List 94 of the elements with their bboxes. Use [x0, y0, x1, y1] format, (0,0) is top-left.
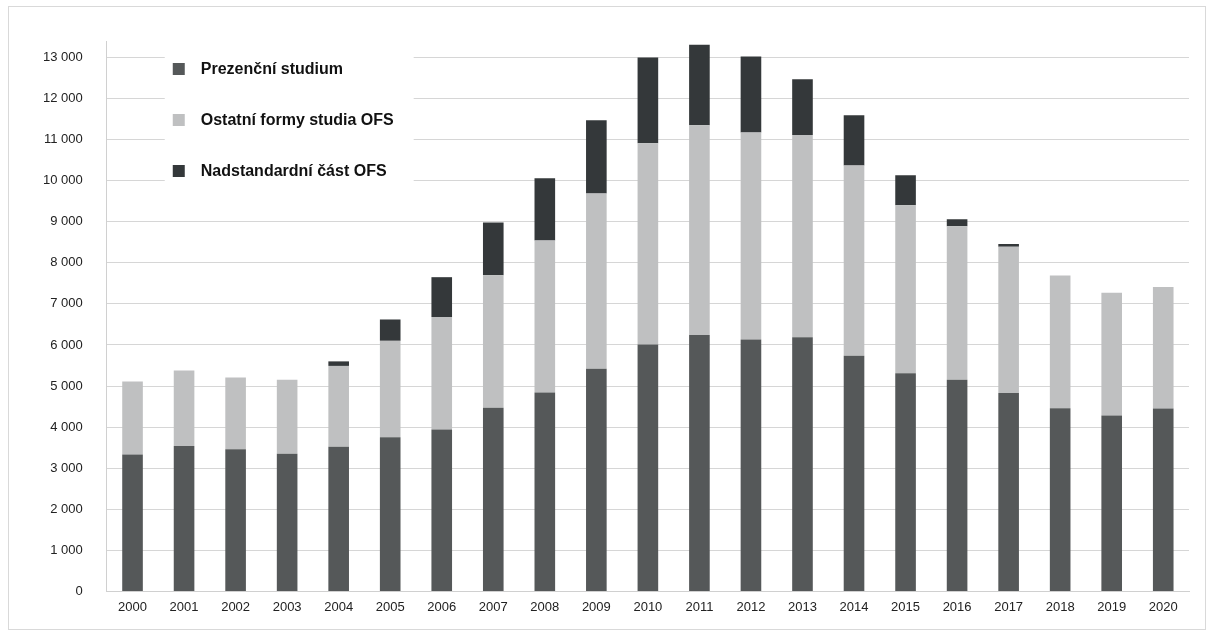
bar — [1049, 408, 1071, 591]
x-tick-label: 2007 — [478, 598, 508, 614]
bar — [276, 453, 298, 591]
bar — [122, 381, 143, 455]
x-tick-label: 2012 — [736, 598, 766, 614]
bar — [1152, 408, 1174, 591]
y-tick-label: 12 000 — [43, 90, 83, 106]
bar — [895, 175, 916, 206]
legend-label: Prezenční studium — [200, 60, 344, 78]
y-tick-label: 3 000 — [50, 459, 83, 475]
x-tick-label: 2001 — [169, 598, 199, 614]
x-tick-label: 2011 — [685, 598, 714, 614]
x-tick-label: 2000 — [118, 598, 147, 614]
y-tick-label: 5 000 — [50, 377, 83, 393]
bar — [740, 56, 762, 133]
x-tick-label: 2016 — [942, 598, 972, 614]
y-tick-label: 0 — [75, 582, 83, 598]
bar — [792, 337, 813, 591]
x-tick-label: 2015 — [891, 598, 921, 614]
bar — [1101, 292, 1122, 416]
bar — [1101, 415, 1122, 591]
x-tick-label: 2020 — [1148, 598, 1178, 614]
bar — [792, 135, 813, 338]
x-tick-label: 2018 — [1045, 598, 1075, 614]
x-tick-label: 2009 — [581, 598, 611, 614]
bar — [276, 379, 298, 454]
bar — [328, 365, 349, 447]
legend-label: Ostatní formy studia OFS — [200, 111, 394, 129]
bar — [586, 120, 607, 194]
bar — [637, 143, 659, 345]
bar — [431, 429, 453, 591]
bar — [586, 368, 607, 591]
bar — [998, 393, 1019, 591]
bar — [637, 344, 659, 591]
x-tick-label: 2019 — [1097, 598, 1127, 614]
bar — [328, 361, 349, 366]
y-tick-label: 2 000 — [50, 500, 83, 516]
bar — [946, 226, 968, 380]
y-tick-label: 10 000 — [43, 172, 83, 188]
x-tick-label: 2006 — [427, 598, 457, 614]
bar — [637, 57, 659, 144]
bar — [328, 446, 349, 591]
bar — [225, 449, 246, 591]
bar — [689, 44, 710, 126]
bar — [740, 132, 762, 340]
bar — [379, 437, 401, 591]
bar — [225, 377, 246, 450]
x-tick-label: 2010 — [633, 598, 663, 614]
y-tick-label: 7 000 — [50, 295, 83, 311]
x-tick-label: 2005 — [375, 598, 405, 614]
bar — [534, 178, 556, 241]
bar — [482, 407, 504, 591]
bar — [1049, 275, 1071, 409]
bar — [482, 275, 504, 408]
bar — [482, 222, 504, 276]
y-tick-label: 13 000 — [43, 49, 83, 65]
y-tick-label: 6 000 — [50, 336, 83, 352]
x-tick-label: 2003 — [272, 598, 302, 614]
bar — [843, 115, 865, 166]
x-tick-label: 2002 — [221, 598, 251, 614]
bar — [998, 243, 1019, 247]
bar — [534, 392, 556, 591]
bar — [843, 165, 865, 356]
bar — [586, 193, 607, 369]
bar — [689, 125, 710, 336]
bar — [431, 317, 453, 430]
bar — [895, 205, 916, 374]
x-tick-label: 2004 — [324, 598, 354, 614]
bar — [998, 246, 1019, 394]
bar — [431, 277, 453, 318]
bar — [946, 379, 968, 591]
bar — [740, 339, 762, 591]
bar — [122, 454, 143, 591]
bar — [379, 319, 401, 341]
bar — [946, 219, 968, 227]
y-tick-label: 4 000 — [50, 418, 83, 434]
y-tick-label: 9 000 — [50, 213, 83, 229]
x-tick-label: 2008 — [530, 598, 560, 614]
y-tick-label: 1 000 — [50, 541, 83, 557]
bar — [534, 240, 556, 393]
bar — [843, 355, 865, 591]
bar — [173, 446, 195, 591]
legend-label: Nadstandardní část OFS — [200, 162, 387, 180]
bar — [1152, 287, 1174, 409]
bar — [379, 340, 401, 438]
x-tick-label: 2013 — [788, 598, 817, 614]
bar — [689, 335, 710, 591]
x-tick-label: 2017 — [994, 598, 1024, 614]
bar — [792, 79, 813, 136]
y-tick-label: 11 000 — [43, 131, 83, 147]
bar — [895, 373, 916, 591]
y-tick-label: 8 000 — [50, 254, 83, 270]
bar — [173, 370, 195, 446]
x-tick-label: 2014 — [839, 598, 869, 614]
